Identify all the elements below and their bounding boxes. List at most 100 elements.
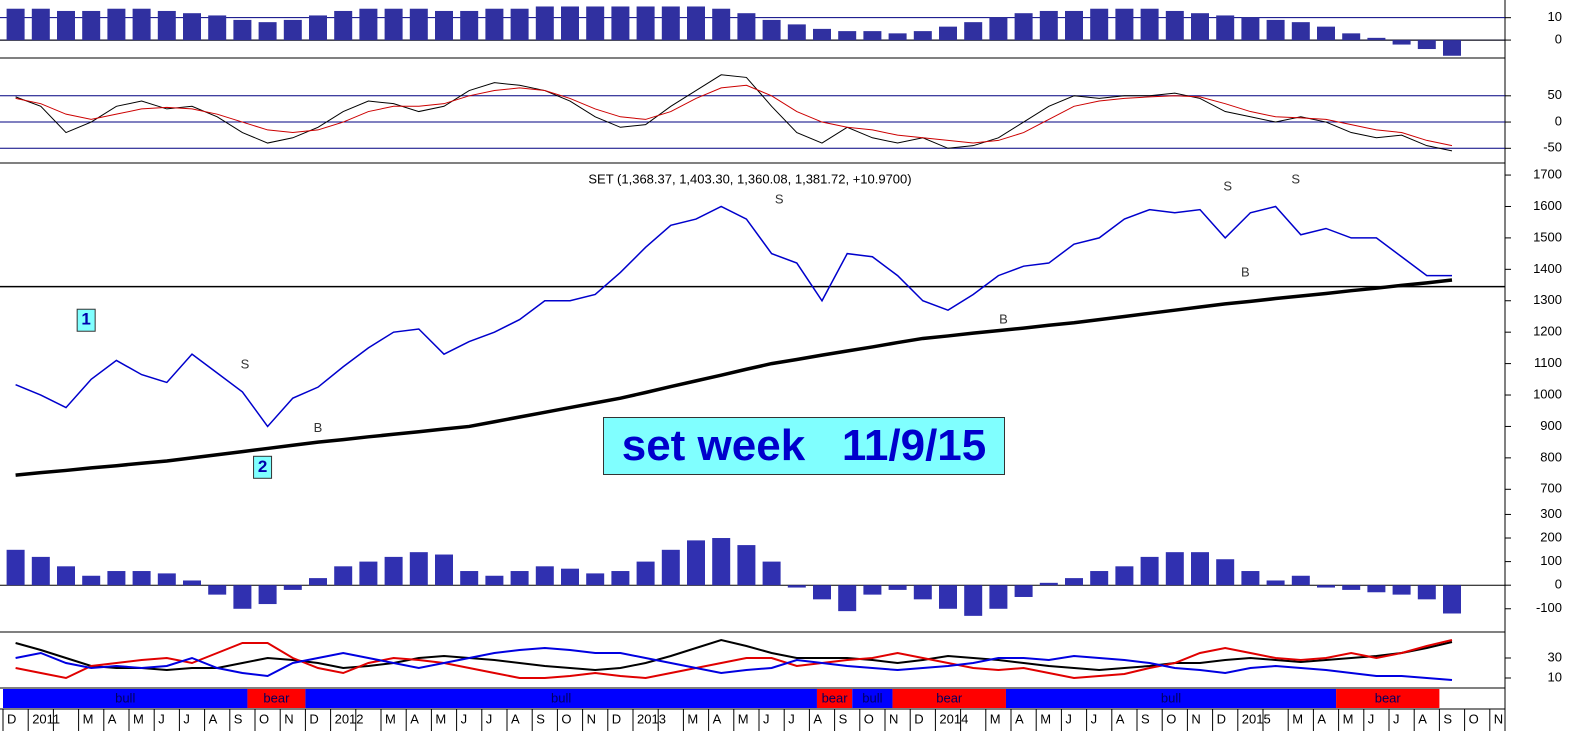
y-tick-label: 30 bbox=[1548, 649, 1562, 664]
bar bbox=[1165, 552, 1184, 586]
regime-label: bear bbox=[936, 690, 963, 705]
bar bbox=[1140, 556, 1159, 586]
x-tick-label: J bbox=[1393, 711, 1400, 726]
bar bbox=[1090, 571, 1109, 586]
bar bbox=[208, 585, 227, 595]
regime-band bbox=[1336, 689, 1440, 708]
bar bbox=[561, 6, 579, 41]
annotation: S bbox=[1291, 172, 1300, 187]
x-tick-label: M bbox=[385, 711, 396, 726]
x-tick-label: O bbox=[864, 711, 874, 726]
bar bbox=[435, 554, 453, 586]
regime-band bbox=[247, 689, 306, 708]
bar bbox=[132, 8, 151, 41]
y-tick-label: 1700 bbox=[1533, 166, 1562, 181]
bar bbox=[57, 566, 75, 586]
y-tick-label: 1400 bbox=[1533, 261, 1562, 276]
bar bbox=[989, 585, 1008, 609]
x-tick-label: J bbox=[183, 711, 190, 726]
bar bbox=[1443, 585, 1461, 614]
y-tick-label: 1500 bbox=[1533, 229, 1562, 244]
bar bbox=[1241, 17, 1260, 41]
x-tick-label: S bbox=[839, 711, 848, 726]
y-tick-label: 200 bbox=[1540, 529, 1562, 544]
bar bbox=[586, 573, 605, 586]
bar bbox=[1317, 585, 1335, 588]
bar bbox=[687, 540, 705, 586]
y-tick-label: 1000 bbox=[1533, 386, 1562, 401]
regime-band bbox=[3, 689, 248, 708]
bar bbox=[82, 575, 101, 586]
x-tick-label: O bbox=[1469, 711, 1479, 726]
bar bbox=[1266, 580, 1285, 586]
series-line bbox=[15, 639, 1453, 680]
x-tick-label: S bbox=[536, 711, 545, 726]
annotation: S bbox=[775, 192, 784, 207]
bar bbox=[1216, 15, 1235, 41]
bar bbox=[1039, 10, 1058, 41]
bar bbox=[1014, 585, 1033, 597]
y-tick-label: 10 bbox=[1548, 669, 1562, 684]
bar bbox=[6, 8, 25, 41]
x-tick-label: N bbox=[889, 711, 898, 726]
x-tick-label: 2015 bbox=[1242, 711, 1271, 726]
bar bbox=[1115, 566, 1134, 586]
bar bbox=[283, 585, 302, 590]
x-tick-label: D bbox=[914, 711, 923, 726]
bar bbox=[1165, 10, 1184, 41]
x-tick-label: M bbox=[687, 711, 698, 726]
bar bbox=[1342, 585, 1361, 590]
bar bbox=[661, 6, 680, 41]
bar bbox=[863, 31, 882, 41]
bar bbox=[913, 31, 932, 41]
bar bbox=[384, 8, 403, 41]
bar bbox=[334, 10, 353, 41]
annotation: 1 bbox=[81, 310, 90, 329]
x-tick-label: J bbox=[461, 711, 468, 726]
label-box bbox=[253, 455, 273, 479]
bar bbox=[435, 10, 453, 41]
bar bbox=[1140, 8, 1159, 41]
bar bbox=[233, 19, 252, 41]
x-tick-label: J bbox=[158, 711, 165, 726]
y-tick-label: 0 bbox=[1555, 577, 1562, 592]
label-box bbox=[76, 308, 96, 332]
bar bbox=[258, 22, 277, 41]
bar bbox=[258, 585, 277, 605]
annotation: B bbox=[314, 420, 323, 435]
x-tick-label: 2013 bbox=[637, 711, 666, 726]
bar bbox=[762, 19, 781, 41]
annotation: S bbox=[241, 357, 250, 372]
x-tick-label: J bbox=[763, 711, 770, 726]
x-tick-label: 2011 bbox=[32, 711, 60, 726]
x-tick-label: J bbox=[1065, 711, 1072, 726]
bar bbox=[183, 13, 201, 41]
bar bbox=[1266, 19, 1285, 41]
x-tick-label: N bbox=[1191, 711, 1200, 726]
y-tick-label: 800 bbox=[1540, 449, 1562, 464]
bar bbox=[1367, 585, 1386, 593]
bar bbox=[359, 8, 378, 41]
bar bbox=[611, 6, 630, 41]
bar bbox=[283, 19, 302, 41]
bar bbox=[485, 8, 504, 41]
series-line bbox=[15, 205, 1452, 428]
x-tick-label: D bbox=[7, 711, 16, 726]
chart-title: SET (1,368.37, 1,403.30, 1,360.08, 1,381… bbox=[588, 171, 911, 186]
bar bbox=[913, 585, 932, 600]
bar bbox=[157, 10, 176, 41]
bar bbox=[1367, 37, 1386, 41]
x-tick-label: M bbox=[83, 711, 94, 726]
bar bbox=[1090, 8, 1109, 41]
bar bbox=[233, 585, 252, 609]
y-tick-label: 700 bbox=[1540, 481, 1562, 496]
bar bbox=[82, 10, 101, 41]
bar bbox=[107, 8, 126, 41]
x-tick-label: O bbox=[561, 711, 571, 726]
bar bbox=[863, 585, 882, 595]
bar bbox=[813, 28, 831, 41]
bar bbox=[1115, 8, 1134, 41]
y-tick-label: 0 bbox=[1555, 113, 1562, 128]
